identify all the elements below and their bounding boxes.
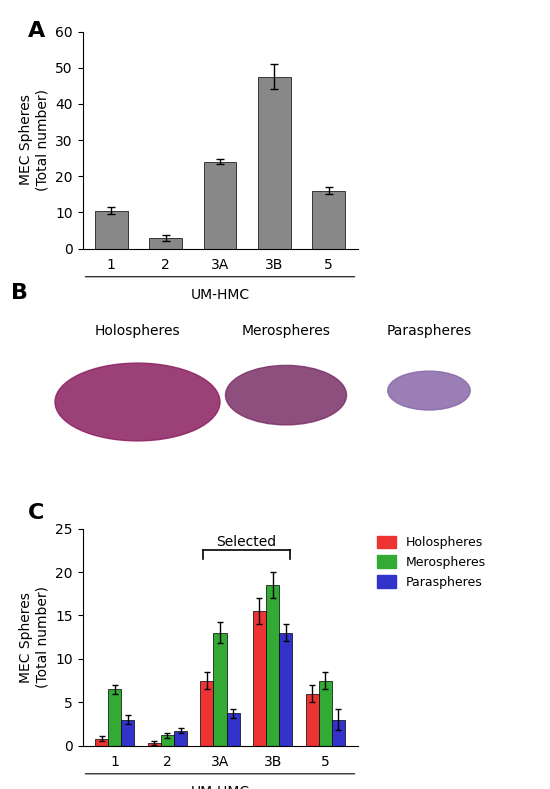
Text: Holospheres: Holospheres	[95, 324, 180, 338]
Text: Selected: Selected	[216, 535, 277, 548]
Bar	[122, 720, 134, 746]
Text: C: C	[28, 503, 44, 522]
Y-axis label: MEC Spheres
(Total number): MEC Spheres (Total number)	[19, 586, 50, 688]
Legend: Holospheres, Merospheres, Paraspheres: Holospheres, Merospheres, Paraspheres	[372, 530, 491, 594]
Bar	[318, 680, 332, 746]
Bar	[312, 191, 345, 249]
Text: Paraspheres: Paraspheres	[387, 324, 471, 338]
Bar	[266, 585, 279, 746]
Text: UM-HMC: UM-HMC	[190, 288, 250, 301]
Bar	[204, 162, 236, 249]
Bar	[253, 611, 266, 746]
Bar	[147, 743, 161, 746]
Ellipse shape	[388, 371, 470, 410]
Ellipse shape	[55, 363, 220, 441]
Bar	[306, 694, 318, 746]
Bar	[161, 735, 174, 746]
Bar	[174, 731, 187, 746]
Ellipse shape	[226, 365, 346, 424]
Text: Merospheres: Merospheres	[241, 324, 331, 338]
Bar	[279, 633, 293, 746]
Bar	[332, 720, 345, 746]
Bar	[213, 633, 227, 746]
Text: UM-HMC: UM-HMC	[190, 784, 250, 789]
Text: B: B	[11, 283, 28, 303]
Bar	[200, 680, 213, 746]
Y-axis label: MEC Spheres
(Total number): MEC Spheres (Total number)	[19, 89, 50, 191]
Bar	[150, 237, 182, 249]
Text: A: A	[28, 21, 45, 41]
Bar	[258, 77, 290, 249]
Bar	[108, 690, 122, 746]
Bar	[95, 739, 108, 746]
Bar	[227, 713, 240, 746]
Bar	[95, 211, 128, 249]
